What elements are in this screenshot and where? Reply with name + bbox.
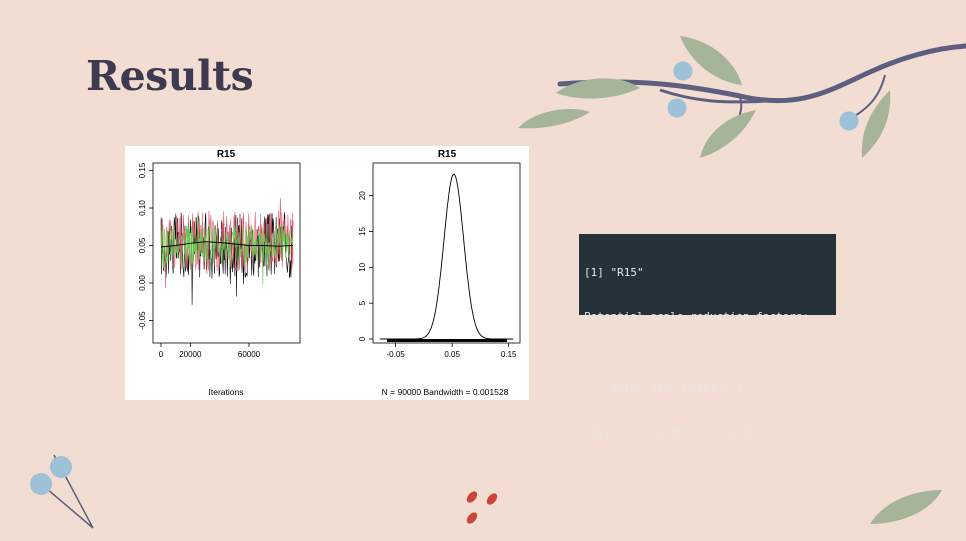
trace-y-tick-label: 0.10 (138, 200, 147, 216)
slide-title: Results (86, 52, 254, 100)
trace-y-tick-label: 0.15 (138, 162, 147, 178)
density-y-tick-label: 5 (358, 300, 367, 305)
leaf-bottom-right (870, 490, 942, 524)
berry (839, 111, 859, 131)
leaf (680, 36, 742, 85)
console-line: [1] "R15" (584, 266, 644, 279)
red-dots (466, 491, 498, 524)
mcmc-plots-svg: R15 -0.05 0.00 0.05 0.10 0.15 0 20000 60000 It… (138, 149, 521, 397)
trace-plot-frame (152, 162, 301, 344)
trace-x-axis: 0 20000 60000 (159, 343, 261, 359)
mcmc-plot-panel: R15 -0.05 0.00 0.05 0.10 0.15 0 20000 60000 It… (125, 146, 529, 400)
berry (667, 98, 687, 118)
gelman-rubin-console-output: [1] "R15" Potential scale reduction fact… (579, 234, 836, 439)
trace-x-tick-label: 60000 (238, 350, 261, 359)
density-y-tick-label: 20 (358, 191, 367, 200)
trace-plot: R15 -0.05 0.00 0.05 0.10 0.15 0 20000 60000 It… (138, 149, 301, 397)
berries-bottom-left (30, 454, 94, 529)
trace-x-label: Iterations (209, 387, 244, 397)
console-line: Point est. Upper C.I. (584, 382, 750, 395)
density-plot: R15 0 5 10 15 20 -0.05 0.05 0.15 N = 90000 Ban… (358, 149, 521, 397)
trace-y-tick-label: 0.00 (138, 275, 147, 291)
density-x-tick-label: -0.05 (386, 350, 405, 359)
trace-y-tick-label: -0.05 (138, 311, 147, 330)
density-x-tick-label: 0.05 (444, 350, 460, 359)
density-y-tick-label: 15 (358, 227, 367, 236)
leaf (700, 110, 756, 158)
density-plot-frame (372, 162, 521, 344)
branch-top-right (518, 36, 966, 158)
trace-series (160, 197, 294, 305)
density-y-axis: 0 5 10 15 20 (358, 191, 373, 341)
trace-running-mean (160, 241, 294, 248)
density-y-tick-label: 0 (358, 336, 367, 341)
trace-y-axis: -0.05 0.00 0.05 0.10 0.15 (138, 162, 153, 330)
console-line: [1,] 1.05 1.15 (584, 425, 757, 439)
trace-x-tick-label: 0 (159, 350, 164, 359)
berry (673, 61, 693, 81)
leaf (556, 78, 640, 99)
berry (30, 473, 52, 495)
trace-y-tick-label: 0.05 (138, 237, 147, 253)
console-line: Potential scale reduction factors: (584, 309, 810, 323)
density-plot-title: R15 (438, 149, 457, 160)
density-x-label: N = 90000 Bandwidth = 0.001528 (382, 387, 509, 397)
trace-plot-title: R15 (217, 149, 236, 160)
density-x-axis: -0.05 0.05 0.15 (386, 343, 517, 359)
density-curve (379, 173, 514, 340)
berry (50, 456, 72, 478)
density-x-tick-label: 0.15 (501, 350, 517, 359)
density-y-tick-label: 10 (358, 262, 367, 271)
trace-series-line (160, 212, 294, 305)
trace-x-tick-label: 20000 (179, 350, 202, 359)
leaf (518, 108, 590, 129)
trace-series-line (160, 213, 294, 285)
density-rug (387, 339, 507, 342)
leaf (861, 90, 891, 158)
